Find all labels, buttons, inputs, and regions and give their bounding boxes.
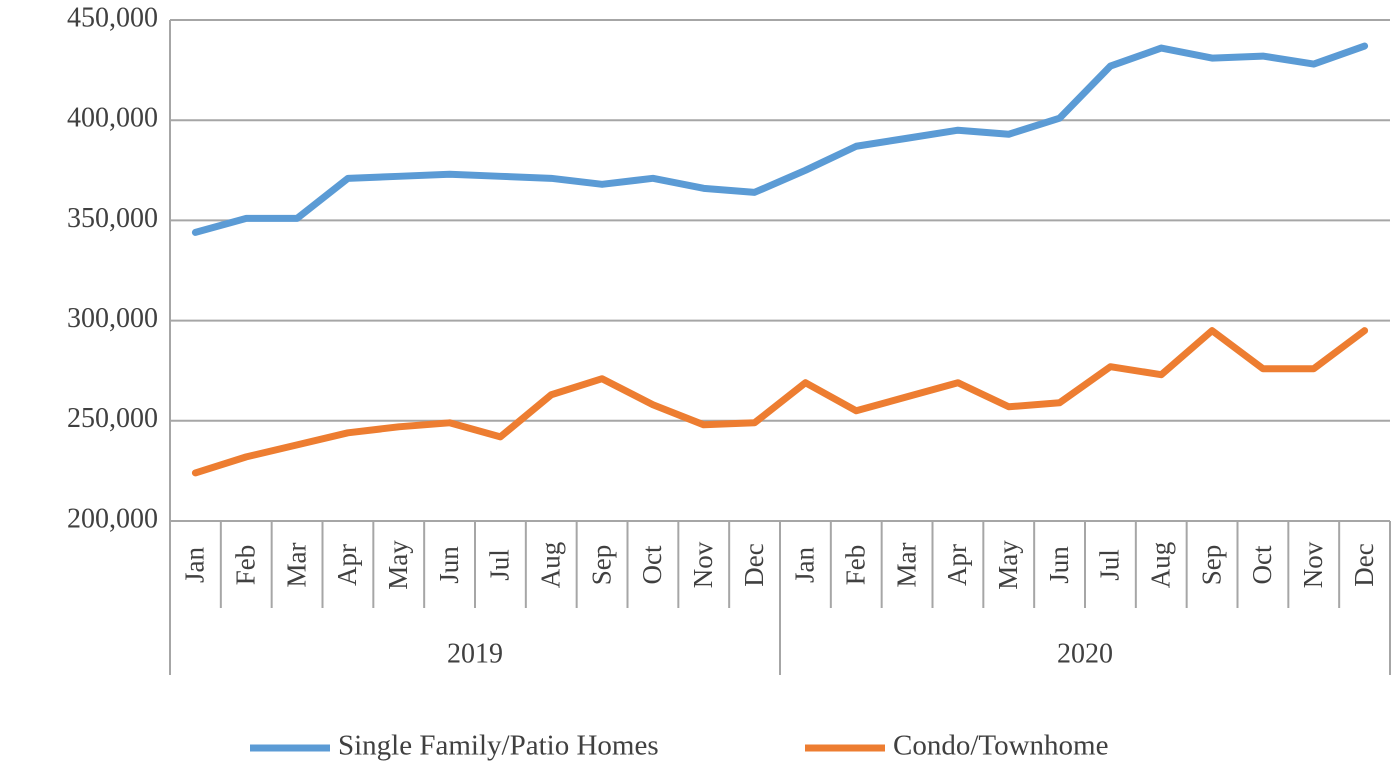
x-tick-label: Oct (1247, 545, 1277, 584)
series-line (191, 327, 1369, 477)
x-tick-label: Feb (230, 545, 260, 586)
x-tick-label: May (993, 540, 1023, 590)
x-tick-label: Sep (1196, 545, 1226, 586)
x-tick-label: May (383, 540, 413, 590)
x-tick-label: Nov (1298, 541, 1328, 588)
x-tick-label: Feb (840, 545, 870, 586)
x-tick-label: Mar (891, 543, 921, 588)
x-tick-label: Jul (1095, 549, 1125, 581)
y-tick-label: 250,000 (67, 403, 158, 434)
series-line (191, 42, 1369, 236)
x-tick-label: Jul (485, 549, 515, 581)
x-tick-label: Jun (434, 546, 464, 584)
y-tick-label: 350,000 (67, 203, 158, 234)
x-tick-label: Apr (942, 544, 972, 586)
x-tick-label: Nov (688, 541, 718, 588)
y-tick-label: 200,000 (67, 503, 158, 534)
legend-label: Single Family/Patio Homes (338, 730, 659, 762)
x-tick-label: Aug (1145, 542, 1175, 589)
x-tick-label: Apr (332, 544, 362, 586)
group-label: 2020 (1057, 638, 1113, 669)
x-tick-label: Mar (281, 543, 311, 588)
group-label: 2019 (447, 638, 503, 669)
x-tick-label: Jan (180, 547, 210, 583)
y-tick-label: 400,000 (67, 103, 158, 134)
x-tick-label: Dec (739, 543, 769, 586)
x-tick-label: Jan (790, 547, 820, 583)
legend-label: Condo/Townhome (893, 730, 1108, 762)
y-tick-label: 450,000 (67, 2, 158, 33)
x-tick-label: Dec (1349, 543, 1379, 586)
x-tick-label: Oct (637, 545, 667, 584)
x-tick-label: Sep (586, 545, 616, 586)
x-tick-label: Aug (535, 542, 565, 589)
y-tick-label: 300,000 (67, 303, 158, 334)
x-tick-label: Jun (1044, 546, 1074, 584)
